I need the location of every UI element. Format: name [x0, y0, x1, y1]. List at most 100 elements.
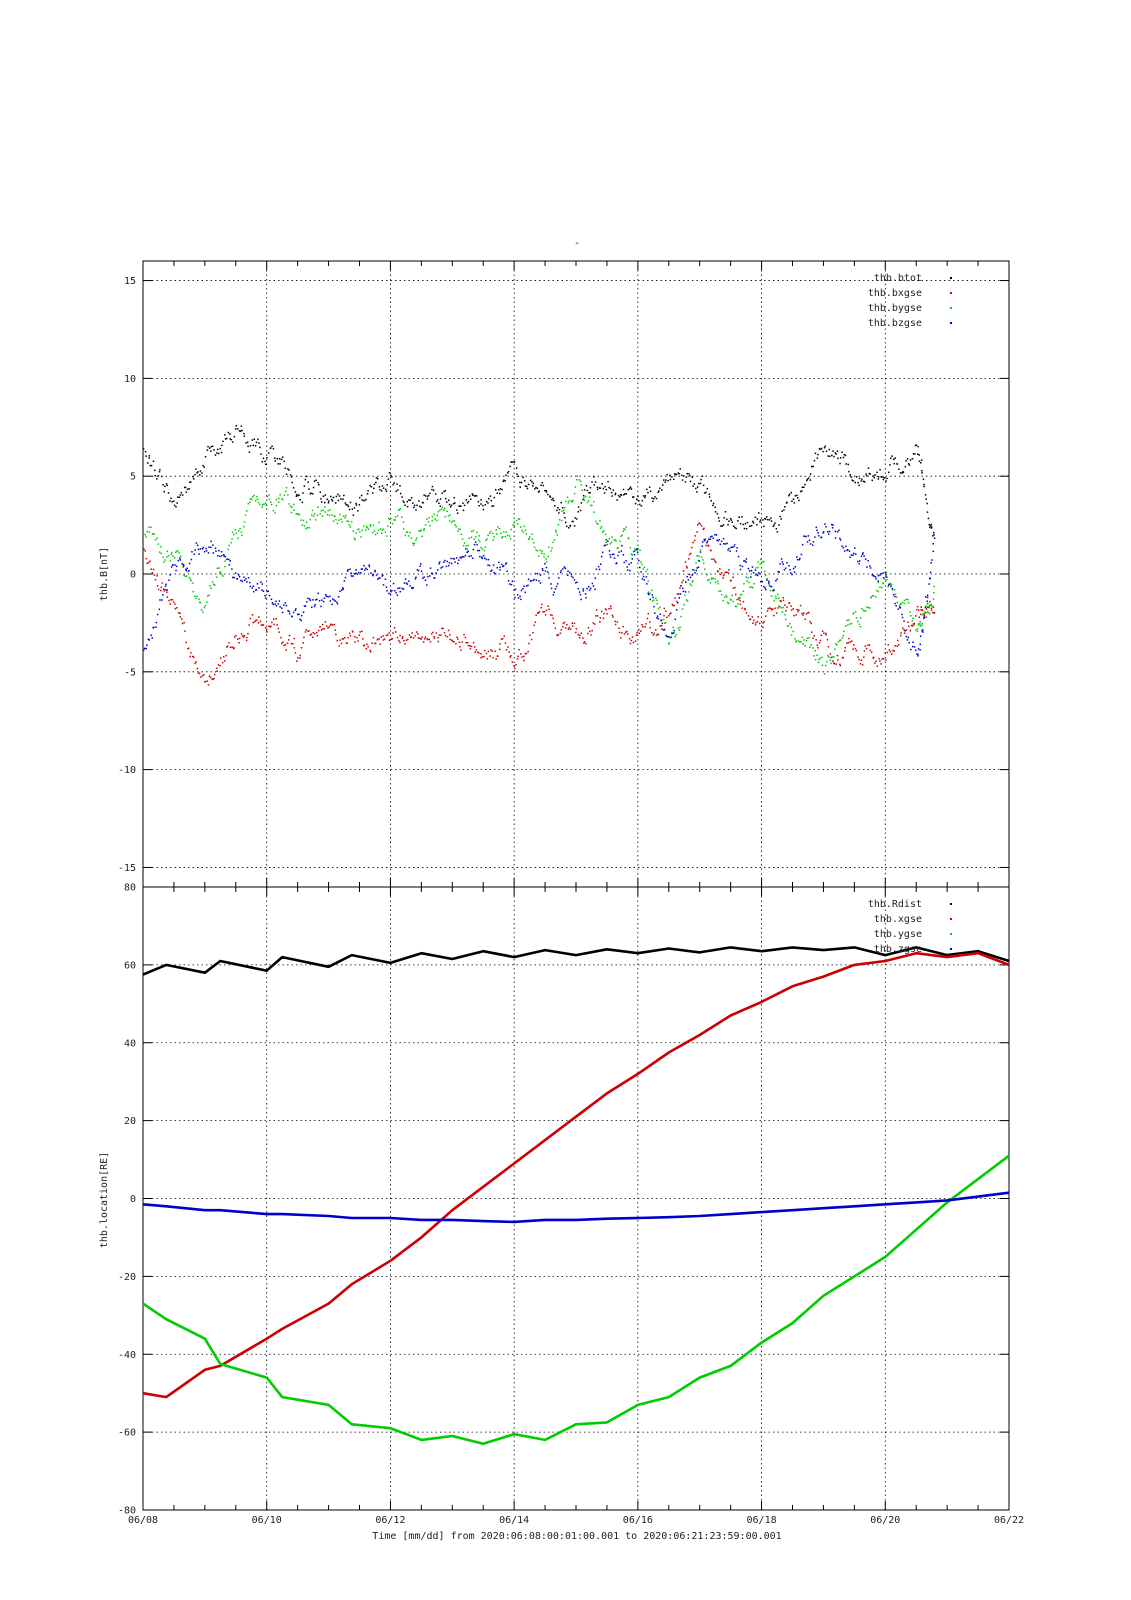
- data-point: [303, 525, 306, 527]
- data-point: [285, 649, 287, 651]
- data-point: [681, 581, 683, 584]
- data-point: [164, 559, 166, 561]
- data-point: [621, 632, 623, 634]
- data-point: [376, 639, 379, 641]
- data-point: [826, 661, 828, 663]
- data-point: [518, 518, 521, 520]
- data-point: [583, 496, 585, 499]
- data-point: [676, 600, 678, 603]
- data-point: [732, 600, 734, 603]
- data-point: [588, 492, 590, 494]
- data-point: [226, 645, 229, 647]
- data-point: [226, 437, 228, 440]
- data-point: [291, 481, 293, 484]
- data-point: [243, 634, 246, 637]
- data-point: [328, 500, 330, 502]
- data-point: [470, 645, 473, 648]
- data-point: [624, 493, 626, 495]
- data-point: [703, 527, 705, 530]
- data-point: [763, 621, 765, 623]
- x-tick-label: 06/16: [623, 1515, 653, 1526]
- data-point: [207, 445, 209, 448]
- data-point: [450, 562, 453, 565]
- data-point: [309, 518, 311, 521]
- data-point: [587, 627, 590, 629]
- data-point: [722, 577, 724, 579]
- data-point: [444, 507, 446, 509]
- data-point: [692, 485, 694, 487]
- data-point: [358, 528, 360, 530]
- data-point: [646, 488, 648, 491]
- data-point: [711, 558, 713, 560]
- data-point: [231, 568, 233, 570]
- data-point: [540, 606, 542, 609]
- data-point: [208, 447, 211, 449]
- data-point: [270, 501, 272, 503]
- data-point: [807, 612, 809, 614]
- data-point: [224, 660, 226, 662]
- data-point: [559, 571, 562, 574]
- data-point: [252, 496, 254, 498]
- data-point: [748, 581, 750, 584]
- data-point: [786, 606, 788, 608]
- data-point: [195, 542, 198, 544]
- data-point: [154, 474, 156, 477]
- data-point: [243, 521, 246, 523]
- data-point: [366, 643, 368, 646]
- data-point: [522, 476, 524, 479]
- data-point: [661, 619, 663, 621]
- data-point: [343, 494, 345, 497]
- data-point: [852, 554, 854, 556]
- data-point: [739, 599, 741, 602]
- data-point: [595, 609, 598, 611]
- data-point: [173, 504, 176, 507]
- data-point: [404, 643, 406, 645]
- data-point: [568, 500, 570, 502]
- data-point: [911, 620, 913, 622]
- data-point: [196, 667, 199, 670]
- data-point: [797, 610, 799, 613]
- data-point: [509, 583, 511, 585]
- data-point: [720, 525, 722, 527]
- data-point: [243, 525, 245, 528]
- data-point: [569, 628, 572, 630]
- data-point: [354, 641, 356, 643]
- data-point: [770, 595, 773, 597]
- data-point: [214, 584, 216, 586]
- data-point: [881, 586, 883, 589]
- data-point: [486, 658, 489, 660]
- data-point: [707, 579, 709, 582]
- data-point: [254, 621, 256, 623]
- data-point: [252, 621, 254, 624]
- data-point: [719, 590, 722, 592]
- data-point: [334, 629, 336, 631]
- data-point: [926, 594, 929, 597]
- data-point: [576, 478, 578, 481]
- data-point: [855, 617, 858, 619]
- data-point: [739, 603, 742, 606]
- data-point: [494, 572, 497, 575]
- data-point: [623, 528, 625, 530]
- data-point: [861, 607, 863, 610]
- data-point: [484, 557, 486, 559]
- data-point: [460, 533, 462, 536]
- data-point: [444, 559, 446, 562]
- data-point: [905, 635, 908, 638]
- data-point: [869, 649, 872, 652]
- data-point: [355, 572, 357, 574]
- data-point: [594, 588, 596, 590]
- data-point: [357, 510, 359, 512]
- data-point: [816, 529, 818, 532]
- data-point: [858, 623, 860, 625]
- data-point: [448, 503, 451, 506]
- data-point: [352, 514, 355, 516]
- data-point: [205, 550, 208, 552]
- data-point: [197, 548, 200, 551]
- data-point: [340, 518, 342, 520]
- data-point: [916, 630, 919, 633]
- data-point: [474, 646, 476, 648]
- data-point: [828, 656, 830, 658]
- data-point: [908, 464, 911, 466]
- data-point: [662, 484, 664, 486]
- data-point: [544, 614, 547, 616]
